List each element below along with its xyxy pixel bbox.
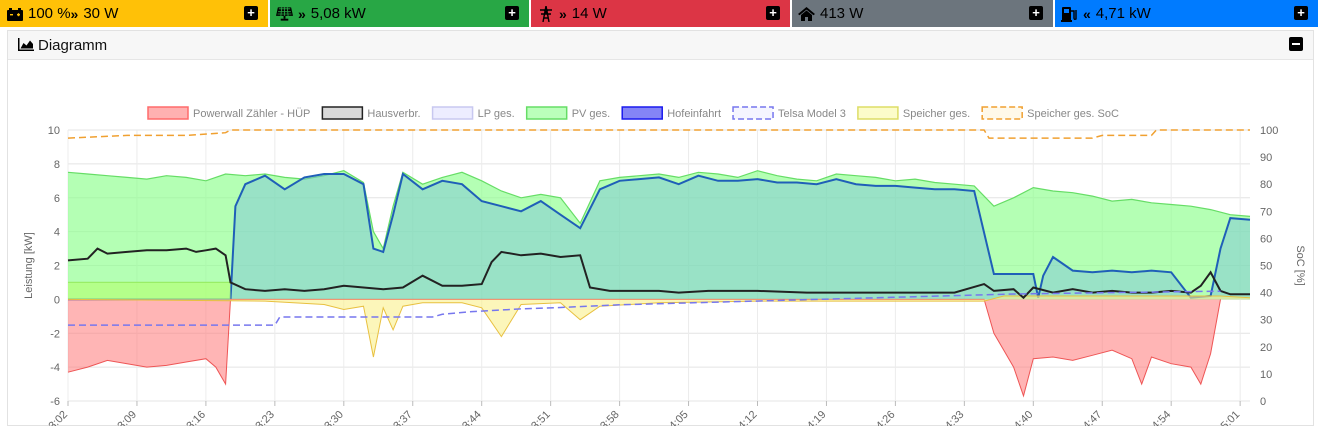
x-tick-label: 13:09 xyxy=(111,409,139,426)
x-tick-label: 14:12 xyxy=(732,409,760,426)
hofeinfahrt-line xyxy=(68,172,1251,301)
powerwall-line xyxy=(67,298,1221,398)
y-right-tick-label: 70 xyxy=(1260,206,1272,218)
legend-label: Speicher ges. xyxy=(903,108,970,120)
legend-swatch xyxy=(525,106,568,120)
y-left-tick-label: 8 xyxy=(54,159,60,171)
battery-tile[interactable]: 100 % » 30 W + xyxy=(0,0,268,27)
battery-power: 30 W xyxy=(83,5,119,22)
expand-pv-button[interactable]: + xyxy=(505,6,519,20)
y-right-tick-label: 50 xyxy=(1260,261,1272,273)
grid-tile[interactable]: » 14 W + xyxy=(531,0,790,27)
x-tick-label: 13:51 xyxy=(525,409,553,426)
power-chart[interactable]: -6-4-20246810010203040506070809010013:02… xyxy=(8,60,1313,426)
expand-grid-button[interactable]: + xyxy=(766,6,780,20)
y-right-tick-label: 20 xyxy=(1260,342,1272,354)
legend-swatch xyxy=(732,106,774,120)
house-value: 413 W xyxy=(820,5,864,22)
speicher-line xyxy=(67,295,1251,358)
x-tick-label: 14:33 xyxy=(939,409,967,426)
pv-line xyxy=(67,170,1251,251)
y-left-axis-title: Leistung [kW] xyxy=(23,232,35,299)
grid-value: 14 W xyxy=(571,5,607,22)
house-tile[interactable]: 413 W + xyxy=(792,0,1053,27)
powerwall-area xyxy=(68,299,1221,396)
legend-label: Hausverbr. xyxy=(367,108,420,120)
power-tower-icon xyxy=(537,5,554,22)
y-left-tick-label: -2 xyxy=(50,328,60,340)
collapse-panel-button[interactable] xyxy=(1289,37,1303,51)
charger-value: 4,71 kW xyxy=(1095,5,1151,22)
y-left-tick-label: 0 xyxy=(54,294,60,306)
legend-swatch xyxy=(321,106,364,120)
x-tick-label: 13:37 xyxy=(387,409,415,426)
x-tick-label: 13:30 xyxy=(318,409,346,426)
direction-right-icon: » xyxy=(70,5,79,22)
x-tick-label: 13:16 xyxy=(180,409,208,426)
x-tick-label: 14:26 xyxy=(870,409,898,426)
legend-label: Hofeinfahrt xyxy=(667,108,721,120)
y-left-tick-label: -4 xyxy=(50,362,60,374)
y-left-tick-label: 6 xyxy=(54,193,60,205)
legend-swatch xyxy=(981,106,1023,120)
legend-swatch xyxy=(147,106,189,120)
hofeinfahrt-area xyxy=(68,174,1250,300)
y-left-tick-label: 4 xyxy=(54,227,60,239)
battery-value: 100 % xyxy=(28,5,71,22)
expand-charger-button[interactable]: + xyxy=(1294,6,1308,20)
solar-panel-icon xyxy=(276,6,293,22)
legend-label: PV ges. xyxy=(572,108,611,120)
expand-battery-button[interactable]: + xyxy=(244,6,258,20)
panel-title: Diagramm xyxy=(38,37,108,54)
tesla-soc-line xyxy=(68,290,1221,326)
x-tick-label: 15:01 xyxy=(1214,409,1242,426)
legend-label: LP ges. xyxy=(478,108,515,120)
car-battery-icon xyxy=(6,6,23,22)
direction-left-icon: « xyxy=(1083,5,1091,22)
legend-label: Speicher ges. SoC xyxy=(1027,108,1119,120)
pv-value: 5,08 kW xyxy=(310,5,366,22)
x-tick-label: 13:02 xyxy=(42,409,70,426)
legend-swatch xyxy=(621,106,663,120)
direction-right-icon: » xyxy=(298,5,306,22)
status-bar: 100 % » 30 W + » 5,08 kW + » 14 W + 413 … xyxy=(0,0,1318,27)
diagram-panel: Diagramm -6 -4 -2 0 2 4 6 8 10 0 10 20 30 40 50 60 70 80 9… xyxy=(7,30,1314,426)
y-right-tick-label: 40 xyxy=(1260,288,1272,300)
legend-label: Powerwall Zähler - HÜP xyxy=(193,108,310,120)
charger-tile[interactable]: « 4,71 kW + xyxy=(1055,0,1318,27)
y-left-tick-label: -6 xyxy=(50,396,60,408)
area-chart-icon xyxy=(18,38,34,56)
legend-label: Telsa Model 3 xyxy=(778,108,846,120)
y-right-tick-label: 30 xyxy=(1260,315,1272,327)
y-left-tick-label: 10 xyxy=(48,125,60,137)
y-right-tick-label: 0 xyxy=(1260,396,1266,408)
direction-right-icon: » xyxy=(559,5,567,22)
x-tick-label: 14:19 xyxy=(801,409,829,426)
legend-swatch xyxy=(857,106,899,120)
y-left-tick-label: 2 xyxy=(54,261,60,273)
x-tick-label: 14:40 xyxy=(1007,409,1035,426)
home-icon xyxy=(798,6,815,22)
ev-charger-icon xyxy=(1061,6,1078,22)
x-tick-label: 14:05 xyxy=(663,409,691,426)
speicher-soc-line xyxy=(67,129,1250,139)
x-tick-label: 14:54 xyxy=(1145,409,1173,426)
y-right-tick-label: 80 xyxy=(1260,179,1272,191)
y-right-tick-label: 60 xyxy=(1260,233,1272,245)
x-tick-label: 13:23 xyxy=(249,409,277,426)
speicher-plateau-area xyxy=(68,282,231,300)
panel-header[interactable]: Diagramm xyxy=(8,31,1313,60)
legend-swatch xyxy=(431,106,474,120)
pv-area xyxy=(68,170,1250,300)
pv-tile[interactable]: » 5,08 kW + xyxy=(270,0,529,27)
x-tick-label: 14:47 xyxy=(1076,409,1104,426)
y-right-tick-label: 90 xyxy=(1260,152,1272,164)
y-right-tick-label: 10 xyxy=(1260,369,1272,381)
y-right-tick-label: 100 xyxy=(1260,125,1278,137)
y-right-axis-title: SoC [%] xyxy=(1294,245,1306,285)
x-tick-label: 13:58 xyxy=(594,409,622,426)
expand-house-button[interactable]: + xyxy=(1029,6,1043,20)
x-tick-label: 13:44 xyxy=(456,409,484,426)
